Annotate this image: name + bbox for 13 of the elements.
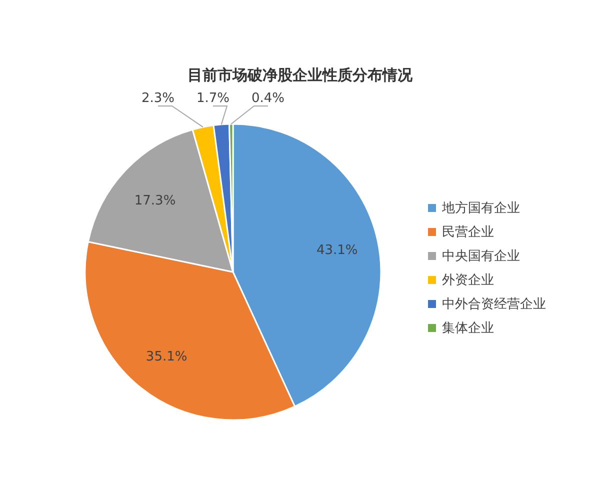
legend-label: 中央国有企业 [442,249,520,264]
legend-label: 集体企业 [442,321,494,336]
data-label: 0.4% [251,91,285,106]
legend-label: 中外合资经营企业 [442,297,546,312]
data-label: 35.1% [146,349,188,364]
data-label: 17.3% [134,193,176,208]
legend-label: 外资企业 [442,273,494,288]
legend-label: 民营企业 [442,225,494,240]
legend-label: 地方国有企业 [441,200,520,216]
data-label: 43.1% [316,243,358,258]
data-label: 2.3% [141,91,175,106]
data-label: 1.7% [196,91,230,106]
chart-title: 目前市场破净股企业性质分布情况 [188,66,414,84]
